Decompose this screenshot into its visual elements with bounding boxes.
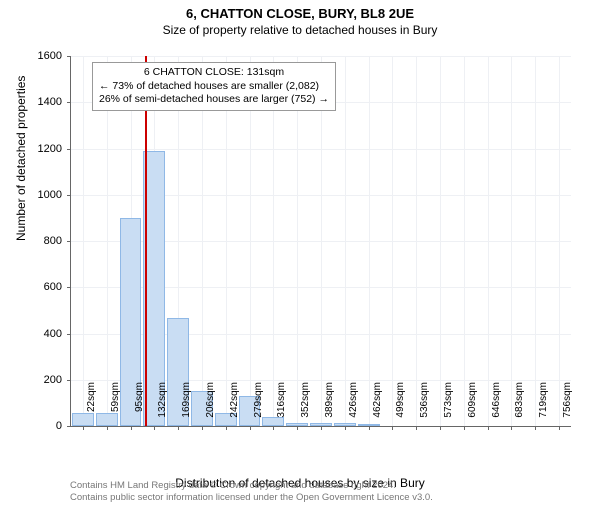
- ytick-label: 200: [22, 374, 62, 386]
- ytick-mark: [67, 149, 71, 150]
- footer-line1: Contains HM Land Registry data © Crown c…: [70, 480, 433, 492]
- ytick-label: 1200: [22, 143, 62, 155]
- xtick-mark: [416, 426, 417, 430]
- gridline-v: [488, 56, 489, 426]
- plot-region: 22sqm59sqm95sqm132sqm169sqm206sqm242sqm2…: [70, 56, 571, 427]
- gridline-v: [559, 56, 560, 426]
- xtick-mark: [535, 426, 536, 430]
- xtick-mark: [131, 426, 132, 430]
- ytick-label: 1400: [22, 96, 62, 108]
- xtick-mark: [392, 426, 393, 430]
- chart-area: 22sqm59sqm95sqm132sqm169sqm206sqm242sqm2…: [70, 56, 570, 426]
- xtick-label: 536sqm: [419, 382, 430, 430]
- xtick-mark: [273, 426, 274, 430]
- xtick-mark: [83, 426, 84, 430]
- gridline-v: [107, 56, 108, 426]
- chart-title: 6, CHATTON CLOSE, BURY, BL8 2UE: [0, 6, 600, 21]
- ytick-mark: [67, 380, 71, 381]
- ytick-mark: [67, 334, 71, 335]
- gridline-v: [511, 56, 512, 426]
- xtick-label: 462sqm: [372, 382, 383, 430]
- xtick-label: 499sqm: [395, 382, 406, 430]
- gridline-v: [535, 56, 536, 426]
- ytick-mark: [67, 56, 71, 57]
- gridline-v: [297, 56, 298, 426]
- xtick-mark: [202, 426, 203, 430]
- xtick-mark: [297, 426, 298, 430]
- ytick-label: 400: [22, 328, 62, 340]
- ytick-label: 1000: [22, 189, 62, 201]
- xtick-mark: [250, 426, 251, 430]
- annotation-line2: ← 73% of detached houses are smaller (2,…: [99, 80, 329, 94]
- ytick-mark: [67, 241, 71, 242]
- xtick-label: 609sqm: [467, 382, 478, 430]
- annotation-box: 6 CHATTON CLOSE: 131sqm ← 73% of detache…: [92, 62, 336, 111]
- marker-line: [145, 56, 147, 426]
- gridline-v: [321, 56, 322, 426]
- annotation-line1: 6 CHATTON CLOSE: 131sqm: [99, 66, 329, 80]
- gridline-v: [416, 56, 417, 426]
- ytick-label: 0: [22, 420, 62, 432]
- gridline-v: [83, 56, 84, 426]
- gridline-v: [250, 56, 251, 426]
- xtick-mark: [488, 426, 489, 430]
- xtick-label: 719sqm: [538, 382, 549, 430]
- xtick-mark: [464, 426, 465, 430]
- xtick-label: 646sqm: [491, 382, 502, 430]
- ytick-mark: [67, 287, 71, 288]
- gridline-v: [369, 56, 370, 426]
- chart-subtitle: Size of property relative to detached ho…: [0, 23, 600, 37]
- gridline-v: [273, 56, 274, 426]
- gridline-v: [202, 56, 203, 426]
- xtick-label: 683sqm: [514, 382, 525, 430]
- footer-line2: Contains public sector information licen…: [70, 492, 433, 504]
- xtick-mark: [321, 426, 322, 430]
- xtick-mark: [511, 426, 512, 430]
- footer: Contains HM Land Registry data © Crown c…: [70, 480, 433, 504]
- xtick-mark: [226, 426, 227, 430]
- ytick-label: 800: [22, 235, 62, 247]
- ytick-label: 1600: [22, 50, 62, 62]
- xtick-mark: [107, 426, 108, 430]
- xtick-mark: [559, 426, 560, 430]
- ytick-label: 600: [22, 281, 62, 293]
- xtick-mark: [154, 426, 155, 430]
- annotation-line3: 26% of semi-detached houses are larger (…: [99, 93, 329, 107]
- ytick-mark: [67, 195, 71, 196]
- xtick-mark: [178, 426, 179, 430]
- xtick-label: 573sqm: [443, 382, 454, 430]
- ytick-mark: [67, 426, 71, 427]
- xtick-mark: [440, 426, 441, 430]
- gridline-v: [345, 56, 346, 426]
- xtick-label: 426sqm: [348, 382, 359, 430]
- xtick-mark: [345, 426, 346, 430]
- ytick-mark: [67, 102, 71, 103]
- gridline-v: [440, 56, 441, 426]
- xtick-mark: [369, 426, 370, 430]
- gridline-v: [464, 56, 465, 426]
- xtick-label: 756sqm: [562, 382, 573, 430]
- gridline-v: [226, 56, 227, 426]
- gridline-v: [392, 56, 393, 426]
